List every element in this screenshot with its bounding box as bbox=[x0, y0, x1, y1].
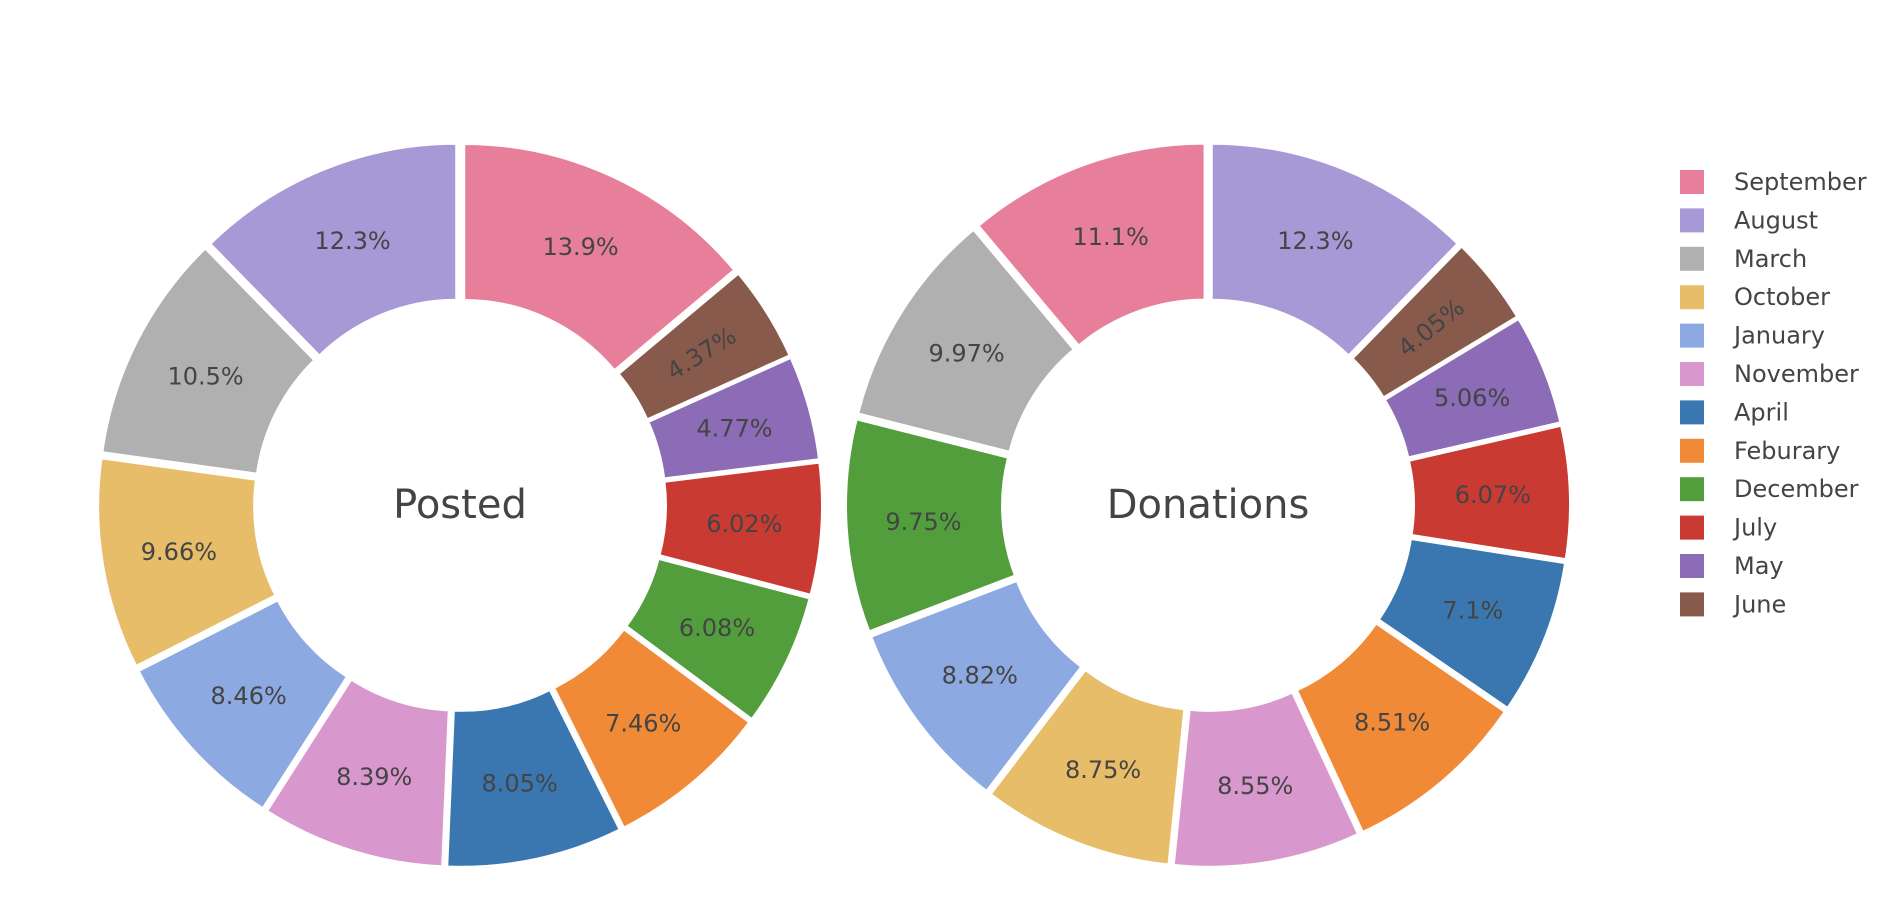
legend-swatch-january bbox=[1680, 323, 1704, 348]
posted-donut-chart: 13.9%4.37%4.77%6.02%6.08%7.46%8.05%8.39%… bbox=[97, 142, 823, 868]
slice-april[interactable] bbox=[446, 688, 621, 868]
slice-label-november: 8.39% bbox=[336, 763, 412, 791]
legend-label-july: July bbox=[1732, 514, 1777, 542]
legend-item-march[interactable]: March bbox=[1680, 245, 1807, 273]
legend-swatch-december bbox=[1680, 477, 1704, 502]
slice-label-may: 5.06% bbox=[1434, 384, 1510, 412]
slice-label-december: 6.08% bbox=[679, 614, 755, 642]
slice-november[interactable] bbox=[1172, 691, 1360, 868]
slice-label-march: 9.97% bbox=[928, 340, 1004, 368]
slice-december[interactable] bbox=[625, 557, 811, 721]
legend-label-june: June bbox=[1732, 590, 1786, 618]
legend-item-november[interactable]: November bbox=[1680, 360, 1859, 388]
slice-label-july: 6.02% bbox=[706, 510, 782, 538]
slice-label-feburary: 7.46% bbox=[605, 709, 681, 737]
slice-label-september: 13.9% bbox=[542, 233, 618, 261]
slice-label-august: 12.3% bbox=[1277, 227, 1353, 255]
slice-march[interactable] bbox=[101, 247, 316, 475]
donations-chart-title: Donations bbox=[1107, 482, 1310, 528]
slice-september[interactable] bbox=[977, 142, 1206, 347]
legend-item-september[interactable]: September bbox=[1680, 168, 1867, 196]
slice-october[interactable] bbox=[989, 668, 1186, 866]
slice-label-feburary: 8.51% bbox=[1354, 709, 1430, 737]
legend-swatch-september bbox=[1680, 170, 1704, 194]
legend-label-april: April bbox=[1734, 398, 1789, 426]
legend-swatch-march bbox=[1680, 246, 1704, 271]
legend-item-january[interactable]: January bbox=[1680, 322, 1825, 350]
slice-june[interactable] bbox=[1351, 245, 1519, 399]
slice-label-september: 11.1% bbox=[1073, 223, 1149, 251]
slice-july[interactable] bbox=[1407, 424, 1571, 561]
slice-november[interactable] bbox=[265, 678, 450, 868]
slice-label-august: 12.3% bbox=[314, 227, 390, 255]
legend-swatch-november bbox=[1680, 362, 1704, 386]
slice-label-october: 9.66% bbox=[141, 538, 217, 566]
slice-december[interactable] bbox=[845, 418, 1017, 633]
slice-august[interactable] bbox=[1210, 142, 1459, 357]
legend-label-september: September bbox=[1734, 168, 1867, 196]
slice-label-january: 8.82% bbox=[942, 662, 1018, 690]
slice-label-january: 8.46% bbox=[211, 682, 287, 710]
slice-june[interactable] bbox=[617, 272, 791, 421]
legend-swatch-october bbox=[1680, 285, 1704, 310]
slice-feburary[interactable] bbox=[1295, 622, 1507, 834]
slice-october[interactable] bbox=[97, 457, 277, 668]
slice-label-march: 10.5% bbox=[167, 363, 243, 391]
slice-label-november: 8.55% bbox=[1217, 772, 1293, 800]
slice-september[interactable] bbox=[463, 142, 736, 372]
slice-label-may: 4.77% bbox=[696, 414, 772, 442]
slice-label-october: 8.75% bbox=[1065, 756, 1141, 784]
slice-label-july: 6.07% bbox=[1455, 481, 1531, 509]
slice-january[interactable] bbox=[137, 599, 349, 810]
legend-label-december: December bbox=[1734, 475, 1859, 503]
legend-label-october: October bbox=[1734, 283, 1830, 311]
legend-item-december[interactable]: December bbox=[1680, 475, 1859, 503]
slice-august[interactable] bbox=[208, 142, 458, 357]
slice-may[interactable] bbox=[647, 356, 821, 480]
legend-label-november: November bbox=[1734, 360, 1859, 388]
slice-label-december: 9.75% bbox=[885, 508, 961, 536]
legend-item-feburary[interactable]: Feburary bbox=[1680, 437, 1840, 465]
slice-july[interactable] bbox=[658, 461, 823, 596]
legend-label-feburary: Feburary bbox=[1734, 437, 1840, 465]
posted-chart-title: Posted bbox=[393, 482, 527, 528]
legend-swatch-june bbox=[1680, 592, 1704, 617]
legend-label-may: May bbox=[1734, 552, 1784, 580]
legend-label-march: March bbox=[1734, 245, 1807, 273]
slice-may[interactable] bbox=[1383, 317, 1562, 459]
slice-feburary[interactable] bbox=[552, 627, 751, 829]
legend-item-may[interactable]: May bbox=[1680, 552, 1784, 580]
legend-label-august: August bbox=[1734, 206, 1818, 234]
legend-swatch-feburary bbox=[1680, 438, 1704, 463]
legend-swatch-may bbox=[1680, 554, 1704, 578]
legend-item-august[interactable]: August bbox=[1680, 206, 1818, 234]
donations-donut-chart: 12.3%4.05%5.06%6.07%7.1%8.51%8.55%8.75%8… bbox=[845, 142, 1571, 868]
legend-item-october[interactable]: October bbox=[1680, 283, 1830, 311]
legend-item-june[interactable]: June bbox=[1680, 590, 1786, 618]
slice-label-april: 7.1% bbox=[1442, 596, 1503, 624]
legend: September August March October January Novemb… bbox=[1680, 168, 1867, 618]
legend-item-july[interactable]: July bbox=[1680, 514, 1777, 542]
legend-swatch-july bbox=[1680, 515, 1704, 540]
slice-march[interactable] bbox=[857, 228, 1076, 453]
legend-item-april[interactable]: April bbox=[1680, 398, 1789, 426]
slice-label-april: 8.05% bbox=[482, 770, 558, 798]
slice-january[interactable] bbox=[869, 579, 1083, 793]
legend-label-january: January bbox=[1732, 322, 1825, 350]
legend-swatch-april bbox=[1680, 400, 1704, 425]
legend-swatch-august bbox=[1680, 208, 1704, 233]
slice-april[interactable] bbox=[1377, 537, 1567, 710]
